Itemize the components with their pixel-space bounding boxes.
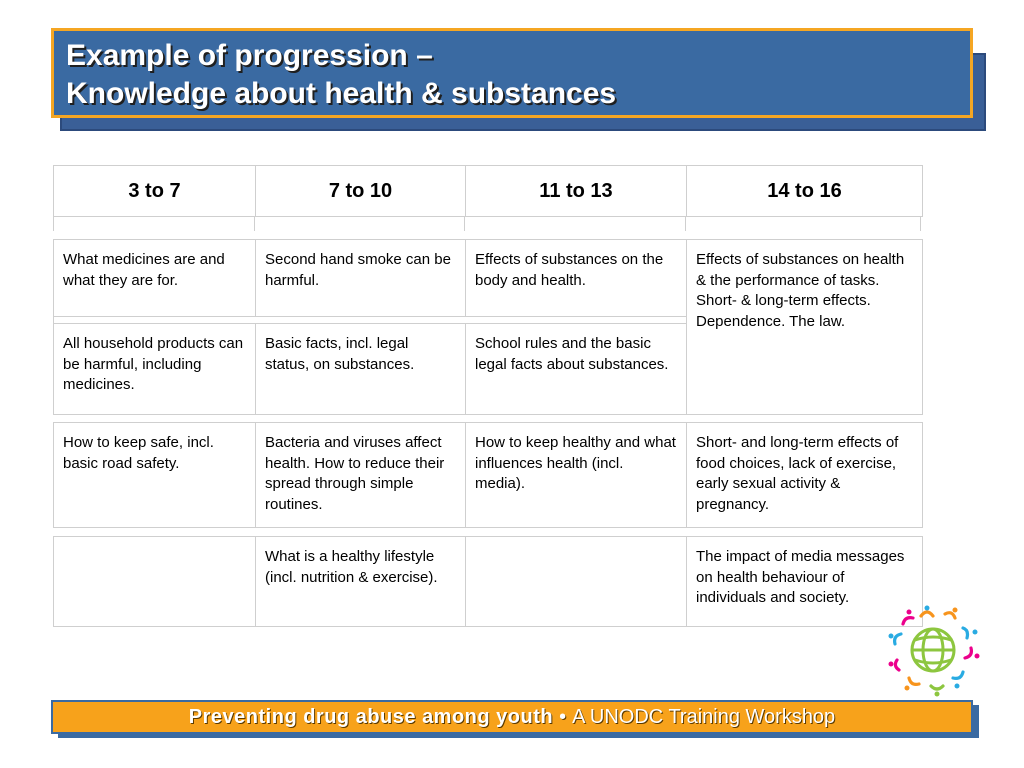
spacer-cell: [464, 216, 685, 231]
spacer-cell: [254, 216, 464, 231]
table-cell: All household products can be harmful, i…: [63, 335, 244, 393]
table-cell: Short- and long-term effects of food cho…: [686, 423, 922, 527]
table-row: What is a healthy lifestyle (incl. nutri…: [53, 536, 923, 627]
footer-separator: •: [559, 705, 567, 728]
footer-subtitle: A UNODC Training Workshop: [572, 705, 836, 728]
table-cell: What medicines are and what they are for…: [63, 251, 225, 289]
table-row-group-1-2: What medicines are and what they are for…: [53, 239, 923, 415]
header-cell-age-7-10: 7 to 10: [255, 166, 465, 216]
footer-title: Preventing drug abuse among youth: [188, 705, 554, 728]
spacer-cell: [53, 216, 254, 231]
title-line-1: Example of progression –: [66, 39, 433, 72]
table-cell: School rules and the basic legal facts a…: [465, 324, 686, 414]
table-cell: [54, 537, 255, 626]
title-line-2: Knowledge about health & substances: [66, 77, 617, 110]
table-cell: [465, 537, 686, 626]
footer-banner: Preventing drug abuse among youth • A UN…: [51, 700, 973, 734]
header-spacer-strip: [53, 216, 923, 231]
header-cell-age-14-16: 14 to 16: [686, 166, 922, 216]
header-cell-age-3-7: 3 to 7: [128, 179, 181, 202]
table-cell: Effects of substances on the body and he…: [465, 240, 686, 316]
unodc-logo-icon: [883, 600, 983, 700]
table-cell: Bacteria and viruses affect health. How …: [255, 423, 465, 527]
table-cell: What is a healthy lifestyle (incl. nutri…: [255, 537, 465, 626]
table-cell-spanning: Effects of substances on health & the pe…: [686, 240, 922, 414]
spacer-cell: [685, 216, 921, 231]
header-cell-age-11-13: 11 to 13: [465, 166, 686, 216]
table-cell: Basic facts, incl. legal status, on subs…: [255, 324, 465, 414]
table-cell: The impact of media messages on health b…: [686, 537, 922, 626]
slide-title: Example of progression – Knowledge about…: [51, 28, 973, 118]
table-cell: How to keep safe, incl. basic road safet…: [63, 434, 214, 472]
table-row: How to keep safe, incl. basic road safet…: [53, 422, 923, 528]
table-cell: Second hand smoke can be harmful.: [255, 240, 465, 316]
row-divider: [54, 316, 686, 324]
table-cell: How to keep healthy and what influences …: [465, 423, 686, 527]
table-header-row: 3 to 7 7 to 10 11 to 13 14 to 16: [53, 165, 923, 217]
